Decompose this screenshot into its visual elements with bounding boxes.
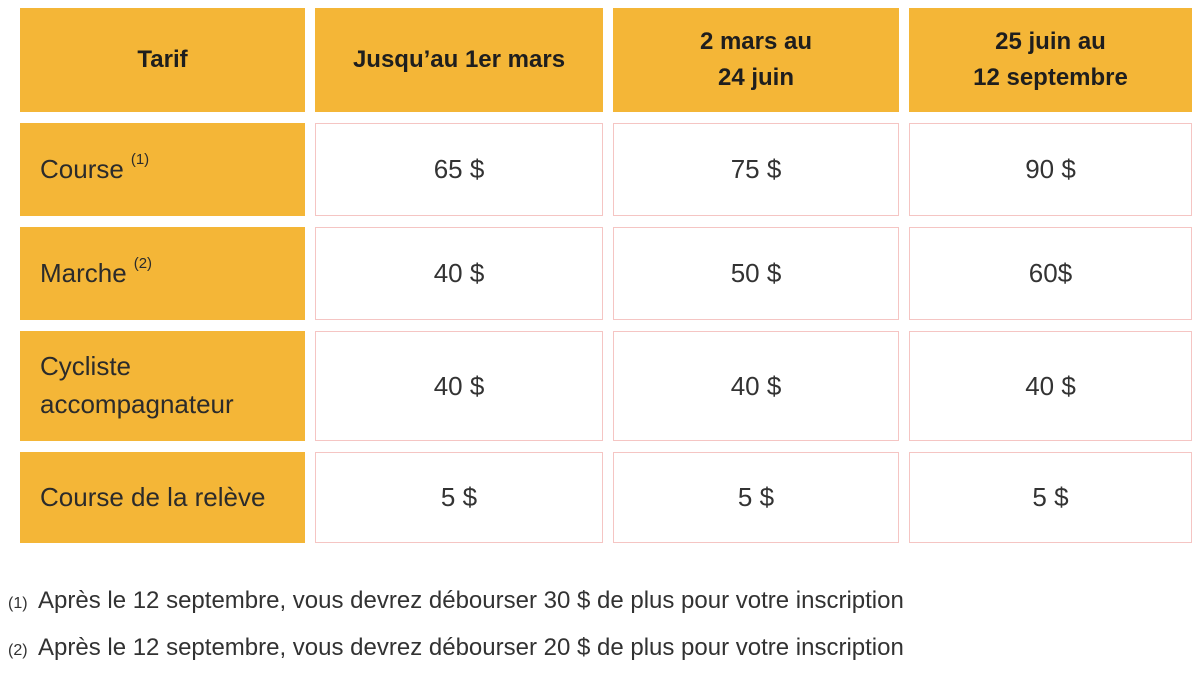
price-cell: 40 $ — [613, 331, 899, 441]
row-label-marche: Marche (2) — [20, 227, 305, 320]
price-cell: 50 $ — [613, 227, 899, 320]
row-label-course: Course (1) — [20, 123, 305, 216]
row-label-text: Course de la relève — [40, 481, 266, 512]
price-cell: 90 $ — [909, 123, 1192, 216]
price-cell: 40 $ — [315, 227, 603, 320]
price-cell: 60$ — [909, 227, 1192, 320]
footnote-text: Après le 12 septembre, vous devrez débou… — [38, 634, 904, 661]
header-cell-period-1: Jusqu’au 1er mars — [315, 8, 603, 112]
header-cell-period-3: 25 juin au 12 septembre — [909, 8, 1192, 112]
row-label-text: Cycliste accompagnateur — [40, 351, 234, 419]
footnote-marker: (2) — [8, 642, 28, 659]
footnote-text: Après le 12 septembre, vous devrez débou… — [38, 587, 904, 614]
footnote-1: (1) Après le 12 septembre, vous devrez d… — [8, 584, 1188, 621]
price-cell: 5 $ — [315, 452, 603, 543]
price-cell: 40 $ — [315, 331, 603, 441]
row-label-text: Course — [40, 153, 124, 184]
header-cell-tarif: Tarif — [20, 8, 305, 112]
footnote-marker: (1) — [8, 595, 28, 612]
price-cell: 5 $ — [909, 452, 1192, 543]
footnote-2: (2) Après le 12 septembre, vous devrez d… — [8, 631, 1188, 668]
price-cell: 5 $ — [613, 452, 899, 543]
footnotes-section: (1) Après le 12 septembre, vous devrez d… — [8, 584, 1188, 674]
price-cell: 40 $ — [909, 331, 1192, 441]
header-cell-period-2: 2 mars au 24 juin — [613, 8, 899, 112]
row-label-releve: Course de la relève — [20, 452, 305, 543]
footnote-ref-icon: (2) — [133, 254, 153, 272]
row-label-cycliste: Cycliste accompagnateur — [20, 331, 305, 441]
row-label-text: Marche — [40, 257, 127, 288]
pricing-table: Tarif Jusqu’au 1er mars 2 mars au 24 jui… — [20, 8, 1192, 543]
price-cell: 65 $ — [315, 123, 603, 216]
price-cell: 75 $ — [613, 123, 899, 216]
footnote-ref-icon: (1) — [130, 150, 150, 168]
